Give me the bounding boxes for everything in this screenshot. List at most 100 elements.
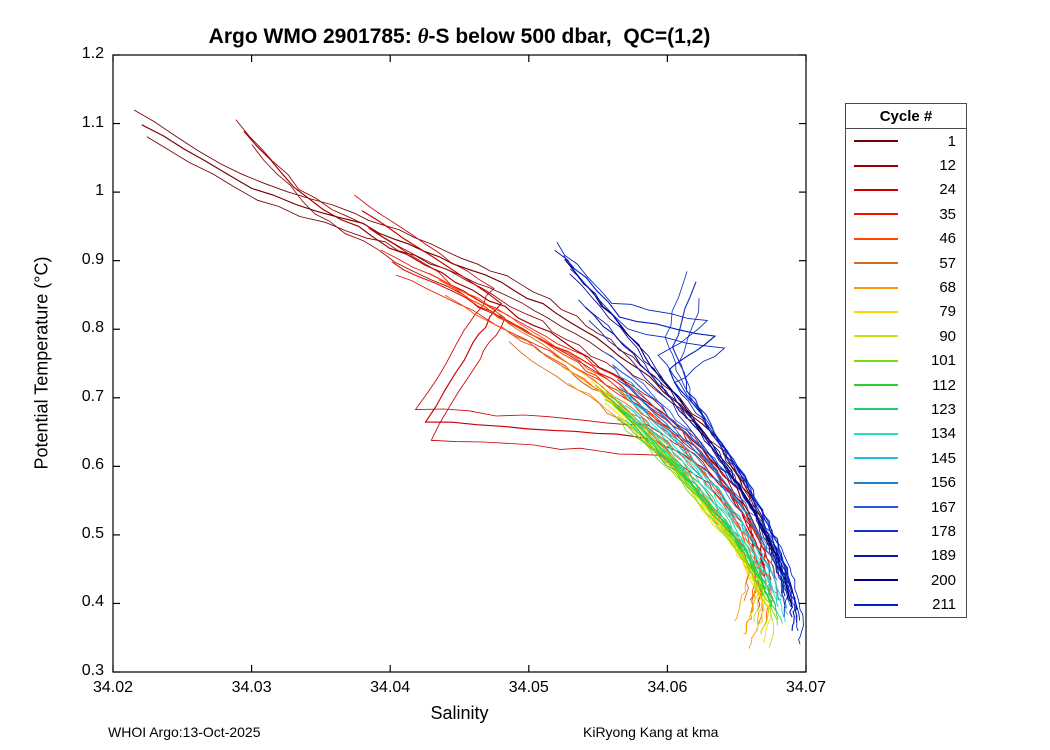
series-cycle-112 <box>613 404 772 607</box>
legend-entry: 134 <box>846 422 966 446</box>
y-tick-label: 1.2 <box>81 45 104 62</box>
x-tick-label: 34.03 <box>231 679 272 696</box>
legend-entry-label: 35 <box>939 205 956 223</box>
y-tick-label: 0.8 <box>81 319 104 337</box>
series-cycle-112 <box>602 393 763 595</box>
series-cycle-46 <box>438 279 764 611</box>
footer-left-text: WHOI Argo:13-Oct-2025 <box>108 724 261 740</box>
legend-entry: 211 <box>846 592 966 616</box>
series-cycle-156 <box>613 366 778 581</box>
legend-entry: 57 <box>846 251 966 275</box>
y-tick-label: 1.1 <box>81 113 104 131</box>
legend-entry: 79 <box>846 300 966 324</box>
legend-line-sample <box>854 530 898 533</box>
y-tick-label: 0.3 <box>81 662 104 679</box>
y-tick-label: 0.7 <box>81 387 104 405</box>
legend-entry-label: 57 <box>939 254 956 272</box>
series-cycle-167 <box>619 380 795 603</box>
chart-title-theta: θ <box>417 24 429 48</box>
y-tick-label: 0.9 <box>81 250 104 268</box>
legend-entry: 35 <box>846 202 966 226</box>
y-tick-label: 0.6 <box>81 456 104 474</box>
series-cycle-200 <box>554 250 786 597</box>
legend-entry-label: 189 <box>930 547 956 565</box>
series-cycle-35 <box>391 261 772 587</box>
y-tick-label: 0.4 <box>81 593 104 611</box>
legend-entry-label: 79 <box>939 303 956 321</box>
series-cycle-12 <box>243 130 765 566</box>
legend-line-sample <box>854 213 898 216</box>
chart-title-prefix: Argo WMO 2901785: <box>208 25 418 48</box>
series-cycle-189 <box>578 299 786 608</box>
series-cycle-1 <box>146 136 778 568</box>
series-cycle-24 <box>361 210 765 577</box>
series-cycle-35 <box>380 249 764 577</box>
series-cycle-79 <box>604 402 773 643</box>
series-cycle-123 <box>624 419 783 624</box>
series-cycle-145 <box>633 408 789 616</box>
legend-title: Cycle # <box>846 104 966 129</box>
x-tick-label: 34.02 <box>92 679 134 696</box>
x-tick-label: 34.06 <box>647 679 688 696</box>
legend-entry-label: 134 <box>930 425 956 443</box>
axes-box <box>112 54 807 673</box>
legend-entry-label: 178 <box>930 522 956 540</box>
chart-title-suffix: -S below 500 dbar, QC=(1,2) <box>428 25 711 48</box>
legend-line-sample <box>854 310 898 313</box>
series-cycle-178 <box>671 281 793 608</box>
legend-line-sample <box>854 457 898 460</box>
legend-entry-label: 68 <box>939 279 956 297</box>
legend-entry: 24 <box>846 178 966 202</box>
legend-entry: 123 <box>846 397 966 421</box>
legend-line-sample <box>854 408 898 411</box>
y-tick-label: 1 <box>95 182 104 200</box>
legend-entry-label: 101 <box>930 352 956 370</box>
series-cycle-46 <box>429 272 759 601</box>
legend-entry: 189 <box>846 544 966 568</box>
legend-line-sample <box>854 603 898 606</box>
legend-entry-label: 145 <box>930 449 956 467</box>
legend-entry-label: 46 <box>939 230 956 248</box>
legend-entry: 12 <box>846 153 966 177</box>
series-cycle-134 <box>633 419 786 623</box>
legend-line-sample <box>854 554 898 557</box>
legend-line-sample <box>854 506 898 509</box>
trace-group <box>133 109 804 649</box>
legend-entry-label: 24 <box>939 181 956 199</box>
legend-entry: 101 <box>846 349 966 373</box>
legend-line-sample <box>854 384 898 387</box>
series-cycle-1 <box>141 124 773 556</box>
legend-line-sample <box>854 481 898 484</box>
legend-entry: 145 <box>846 446 966 470</box>
tick-marks <box>112 54 807 673</box>
series-cycle-24 <box>354 194 758 564</box>
legend-line-sample <box>854 359 898 362</box>
y-tick-label: 0.5 <box>81 524 104 542</box>
series-cycle-112 <box>616 418 779 620</box>
legend-entry-label: 12 <box>939 157 956 175</box>
legend-line-sample <box>854 237 898 240</box>
series-cycle-134 <box>617 390 773 594</box>
series-cycle-101 <box>611 412 779 626</box>
x-tick-label: 34.05 <box>508 679 549 696</box>
legend-entry: 156 <box>846 470 966 494</box>
legend-entry: 167 <box>846 495 966 519</box>
legend-line-sample <box>854 188 898 191</box>
legend-entry-label: 123 <box>930 400 956 418</box>
y-axis-tick-labels: 0.3 0.4 0.5 0.6 0.7 0.8 0.9 1 1.1 1.2 <box>0 0 104 750</box>
legend-entry-label: 1 <box>947 132 956 150</box>
x-axis-label: Salinity <box>430 703 489 723</box>
legend-entry: 1 <box>846 129 966 153</box>
series-cycle-12 <box>235 119 757 556</box>
legend-entry-label: 112 <box>932 376 956 394</box>
series-cycle-200 <box>569 273 801 621</box>
legend-entry: 90 <box>846 324 966 348</box>
series-cycle-12 <box>251 144 772 581</box>
series-cycle-211 <box>556 241 788 618</box>
legend-line-sample <box>854 140 898 143</box>
legend-line-sample <box>854 286 898 289</box>
legend-entry-label: 200 <box>930 571 956 589</box>
legend-entry-label: 90 <box>939 327 956 345</box>
legend-entry-label: 167 <box>930 498 956 516</box>
